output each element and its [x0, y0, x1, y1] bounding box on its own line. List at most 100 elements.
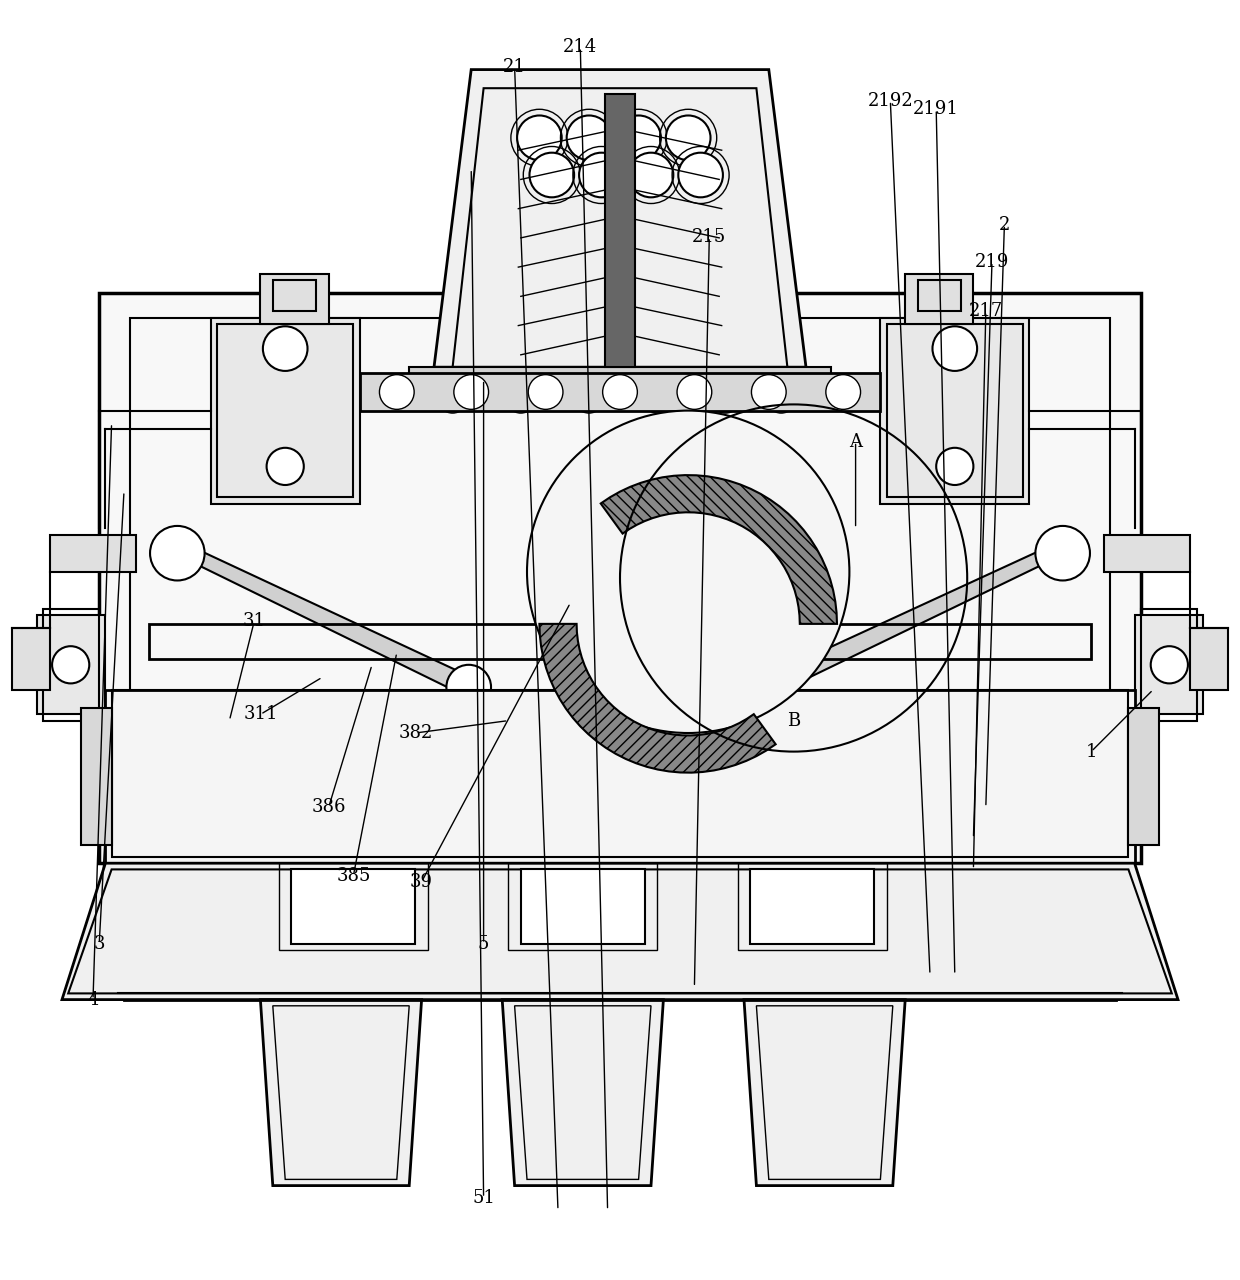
Text: 1: 1 [1085, 742, 1097, 760]
Circle shape [677, 375, 712, 410]
Circle shape [678, 152, 723, 197]
Bar [680, 466, 697, 529]
Bar [738, 863, 887, 950]
Bar [880, 317, 1029, 503]
Circle shape [712, 456, 734, 477]
Bar [905, 274, 973, 324]
Bar [99, 293, 1141, 863]
Text: B: B [787, 712, 800, 730]
Text: 215: 215 [692, 228, 727, 246]
Circle shape [657, 498, 719, 559]
Bar [81, 708, 112, 845]
Circle shape [936, 448, 973, 485]
Bar [112, 690, 1128, 858]
Bar [149, 623, 1091, 659]
Bar [918, 280, 961, 311]
Text: 219: 219 [975, 253, 1009, 271]
Polygon shape [765, 547, 1079, 696]
Circle shape [379, 375, 414, 410]
Circle shape [506, 383, 536, 413]
Bar [750, 869, 874, 943]
Text: 4: 4 [87, 991, 99, 1009]
Text: 2191: 2191 [914, 100, 959, 118]
Circle shape [751, 375, 786, 410]
Text: 31: 31 [243, 612, 265, 630]
Circle shape [517, 115, 562, 160]
Bar [1190, 627, 1228, 690]
Circle shape [1035, 526, 1090, 581]
Bar [887, 324, 1023, 498]
Text: A: A [849, 433, 862, 451]
Bar [211, 317, 360, 503]
Text: 39: 39 [410, 873, 433, 891]
Bar [12, 627, 50, 690]
Bar [666, 646, 711, 696]
Circle shape [711, 383, 740, 413]
Text: 382: 382 [398, 724, 433, 742]
Circle shape [642, 383, 672, 413]
Polygon shape [260, 1000, 422, 1185]
Text: 2192: 2192 [868, 92, 913, 110]
Circle shape [1151, 646, 1188, 684]
Bar [1128, 708, 1159, 845]
Bar [130, 317, 1110, 838]
Text: 311: 311 [243, 705, 278, 723]
Circle shape [616, 115, 661, 160]
Circle shape [642, 456, 665, 477]
Bar [291, 869, 415, 943]
Polygon shape [600, 475, 837, 623]
Circle shape [438, 383, 467, 413]
Text: 21: 21 [503, 58, 526, 76]
Text: 214: 214 [563, 38, 598, 56]
Circle shape [52, 646, 89, 684]
Circle shape [446, 664, 491, 709]
Bar [217, 324, 353, 498]
Circle shape [267, 448, 304, 485]
Circle shape [150, 526, 205, 581]
Circle shape [567, 115, 611, 160]
Circle shape [629, 152, 673, 197]
Polygon shape [539, 623, 776, 773]
Polygon shape [62, 863, 1178, 1000]
Polygon shape [434, 69, 806, 367]
Circle shape [673, 458, 703, 488]
Bar [105, 690, 1135, 863]
Text: 386: 386 [311, 799, 346, 817]
Bar [1135, 616, 1203, 714]
Circle shape [666, 115, 711, 160]
Text: 2: 2 [998, 215, 1011, 234]
Text: 5: 5 [477, 934, 490, 952]
Circle shape [454, 375, 489, 410]
Bar [149, 623, 1091, 659]
Bar [360, 374, 880, 411]
Bar [521, 869, 645, 943]
Bar [605, 95, 635, 367]
Bar [645, 448, 732, 479]
Circle shape [766, 383, 796, 413]
Circle shape [603, 375, 637, 410]
Polygon shape [161, 547, 471, 696]
Text: 385: 385 [336, 867, 371, 884]
Bar [43, 609, 99, 721]
Bar [37, 616, 105, 714]
Circle shape [673, 513, 703, 543]
Circle shape [528, 375, 563, 410]
Circle shape [932, 326, 977, 371]
Bar [409, 367, 831, 398]
Bar [50, 535, 136, 572]
Circle shape [574, 383, 604, 413]
Text: 51: 51 [472, 1189, 495, 1207]
Polygon shape [744, 1000, 905, 1185]
Circle shape [527, 411, 849, 733]
Bar [1104, 535, 1190, 572]
Bar [273, 280, 316, 311]
Circle shape [746, 664, 791, 709]
Text: 3: 3 [93, 934, 105, 952]
Circle shape [263, 326, 308, 371]
Bar [279, 863, 428, 950]
Circle shape [579, 152, 624, 197]
Bar [1141, 609, 1197, 721]
Polygon shape [502, 1000, 663, 1185]
Bar [508, 863, 657, 950]
Circle shape [529, 152, 574, 197]
